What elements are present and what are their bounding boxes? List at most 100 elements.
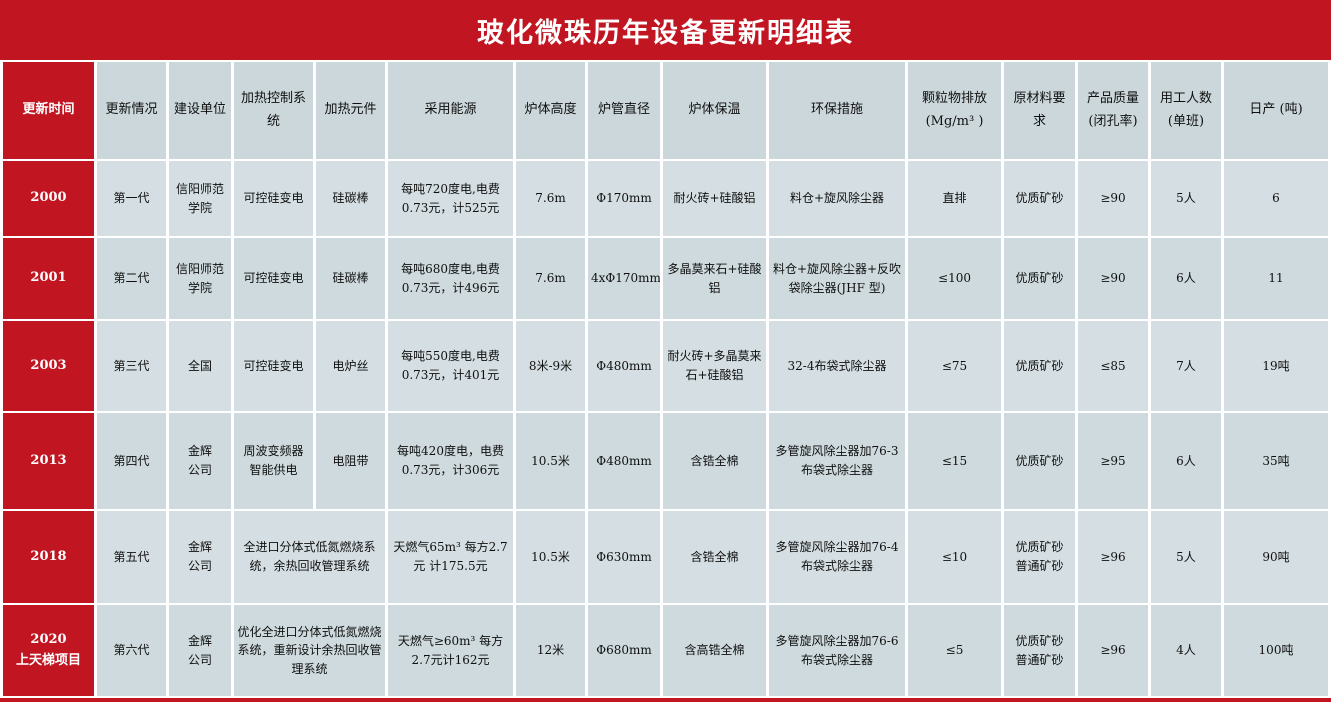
table-cell: ≤15 [908, 413, 1001, 509]
table-cell: 每吨420度电，电费0.73元，计306元 [388, 413, 513, 509]
table-row: 2020 上天梯项目 第六代 金辉 公司 优化全进口分体式低氮燃烧系统，重新设计余热回… [3, 605, 1328, 696]
table-cell: 4xΦ170mm [588, 238, 660, 319]
table-cell: 周波变频器 智能供电 [234, 413, 313, 509]
table-cell: 第二代 [97, 238, 166, 319]
header-energy: 采用能源 [388, 62, 513, 159]
table-cell: 料仓+旋风除尘器 [769, 161, 905, 236]
header-particulate: 颗粒物排放 (Mg/m³ ) [908, 62, 1001, 159]
table-cell: 天燃气≥60m³ 每方2.7元计162元 [388, 605, 513, 696]
table-cell: 全进口分体式低氮燃烧系统，余热回收管理系统 [234, 511, 385, 603]
table-cell: 金辉 公司 [169, 605, 231, 696]
table-cell: 每吨680度电,电费0.73元，计496元 [388, 238, 513, 319]
table-cell: 含锆全棉 [663, 511, 766, 603]
page-title: 玻化微珠历年设备更新明细表 [477, 17, 854, 49]
table-cell: 优质矿砂 [1004, 238, 1075, 319]
row-update-time: 2013 [3, 413, 94, 509]
table-cell: ≤85 [1078, 321, 1148, 411]
header-workers: 用工人数 (单班) [1151, 62, 1221, 159]
table-cell: 8米-9米 [516, 321, 585, 411]
table-cell: 6 [1224, 161, 1328, 236]
table-cell: 金辉 公司 [169, 511, 231, 603]
table-cell: 第一代 [97, 161, 166, 236]
table-header: 更新时间 更新情况 建设单位 加热控制系 统加热元件 采用能源 炉体高度 炉管直径 炉体保温环… [3, 62, 1328, 159]
table-row: 2001 第二代 信阳师范 学院 可控硅变电 硅碳棒 每吨680度电,电费0.73元，计4… [3, 238, 1328, 319]
table-cell: 第六代 [97, 605, 166, 696]
row-update-time: 2018 [3, 511, 94, 603]
table-cell: 7.6m [516, 161, 585, 236]
table-cell: 含锆全棉 [663, 413, 766, 509]
table-cell: 90吨 [1224, 511, 1328, 603]
table-cell: ≥90 [1078, 161, 1148, 236]
table-cell: 100吨 [1224, 605, 1328, 696]
table-cell: 6人 [1151, 238, 1221, 319]
equipment-table: 更新时间 更新情况 建设单位 加热控制系 统加热元件 采用能源 炉体高度 炉管直径 炉体保温环… [0, 60, 1331, 698]
table-cell: 优质矿砂 普通矿砂 [1004, 511, 1075, 603]
table-cell: 优质矿砂 [1004, 413, 1075, 509]
table-cell: 5人 [1151, 511, 1221, 603]
table-cell: 7.6m [516, 238, 585, 319]
table-cell: ≥95 [1078, 413, 1148, 509]
table-cell: 含高锆全棉 [663, 605, 766, 696]
table-cell: 多管旋风除尘器加76-3布袋式除尘器 [769, 413, 905, 509]
table-cell: Φ630mm [588, 511, 660, 603]
table-cell: 第三代 [97, 321, 166, 411]
table-cell: 35吨 [1224, 413, 1328, 509]
table-cell: 7人 [1151, 321, 1221, 411]
table-cell: 优质矿砂 普通矿砂 [1004, 605, 1075, 696]
row-update-time: 2003 [3, 321, 94, 411]
table-cell: 11 [1224, 238, 1328, 319]
table-cell: 耐火砖+硅酸铝 [663, 161, 766, 236]
table-cell: 全国 [169, 321, 231, 411]
table-cell: 信阳师范 学院 [169, 238, 231, 319]
table-cell: 金辉 公司 [169, 413, 231, 509]
title-bar: 玻化微珠历年设备更新明细表 [0, 0, 1331, 60]
table-cell: 每吨550度电,电费0.73元，计401元 [388, 321, 513, 411]
table-cell: ≥96 [1078, 605, 1148, 696]
header-heating-control: 加热控制系 统 [234, 62, 313, 159]
table-cell: 4人 [1151, 605, 1221, 696]
table-cell: 10.5米 [516, 413, 585, 509]
header-update-status: 更新情况 [97, 62, 166, 159]
table-cell: Φ480mm [588, 413, 660, 509]
table-cell: ≤75 [908, 321, 1001, 411]
table-cell: 料仓+旋风除尘器+反吹袋除尘器(JHF 型) [769, 238, 905, 319]
table-cell: 多管旋风除尘器加76-4布袋式除尘器 [769, 511, 905, 603]
row-update-time: 2020 上天梯项目 [3, 605, 94, 696]
table-row: 2000 第一代 信阳师范 学院 可控硅变电 硅碳棒 每吨720度电,电费0.73元，计5… [3, 161, 1328, 236]
table-cell: 优化全进口分体式低氮燃烧系统，重新设计余热回收管理系统 [234, 605, 385, 696]
table-cell: ≥96 [1078, 511, 1148, 603]
table-cell: 电炉丝 [316, 321, 385, 411]
table-cell: ≤5 [908, 605, 1001, 696]
header-quality: 产品质量 (闭孔率) [1078, 62, 1148, 159]
table-cell: 可控硅变电 [234, 161, 313, 236]
row-update-time: 2000 [3, 161, 94, 236]
table-cell: 5人 [1151, 161, 1221, 236]
table-cell: ≥90 [1078, 238, 1148, 319]
header-update-time: 更新时间 [3, 62, 94, 159]
header-env-measures: 环保措施 [769, 62, 905, 159]
table-cell: ≤100 [908, 238, 1001, 319]
table-cell: 多管旋风除尘器加76-6布袋式除尘器 [769, 605, 905, 696]
table-cell: 每吨720度电,电费0.73元，计525元 [388, 161, 513, 236]
table-cell: 多晶莫来石+硅酸铝 [663, 238, 766, 319]
header-daily-output: 日产 (吨) [1224, 62, 1328, 159]
table-cell: 信阳师范 学院 [169, 161, 231, 236]
table-cell: 优质矿砂 [1004, 161, 1075, 236]
table-cell: 6人 [1151, 413, 1221, 509]
table-cell: 第五代 [97, 511, 166, 603]
header-insulation: 炉体保温 [663, 62, 766, 159]
bottom-strip [0, 698, 1331, 702]
table-cell: Φ480mm [588, 321, 660, 411]
table-cell: 耐火砖+多晶莫来石+硅酸铝 [663, 321, 766, 411]
table-cell: 第四代 [97, 413, 166, 509]
header-tube-diameter: 炉管直径 [588, 62, 660, 159]
table-cell: 19吨 [1224, 321, 1328, 411]
table-cell: Φ170mm [588, 161, 660, 236]
table-cell: 电阻带 [316, 413, 385, 509]
table-cell: 优质矿砂 [1004, 321, 1075, 411]
table-cell: 可控硅变电 [234, 321, 313, 411]
table-row: 2013 第四代 金辉 公司 周波变频器 智能供电 电阻带 每吨420度电，电费0.73元… [3, 413, 1328, 509]
table-row: 2018 第五代 金辉 公司 全进口分体式低氮燃烧系统，余热回收管理系统 天燃气65m³… [3, 511, 1328, 603]
header-raw-material: 原材料要 求 [1004, 62, 1075, 159]
table-cell: 12米 [516, 605, 585, 696]
